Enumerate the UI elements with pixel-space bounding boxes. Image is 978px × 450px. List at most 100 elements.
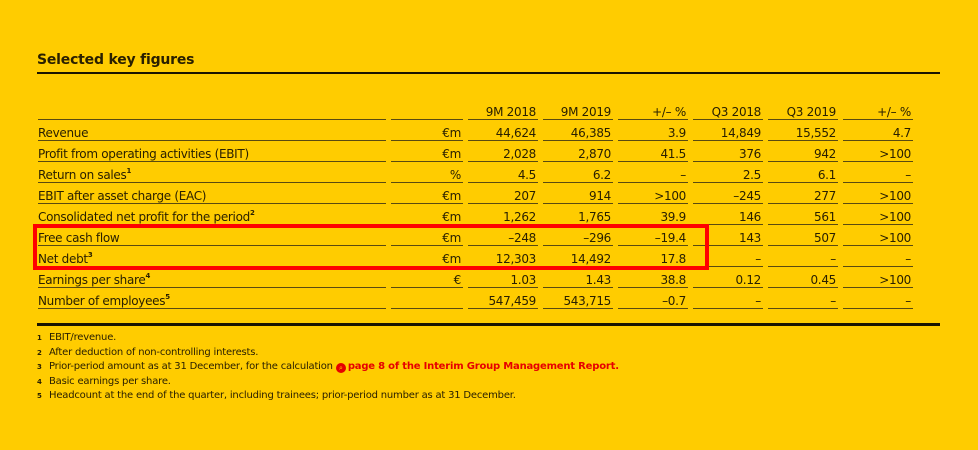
footnote-ref: 4 (145, 272, 151, 280)
highlight-box (33, 224, 709, 270)
column-header: +/– % (843, 101, 913, 120)
value-cell: 15,552 (768, 120, 838, 141)
value-cell: 277 (768, 183, 838, 204)
row-label-text: Profit from operating activities (EBIT) (38, 147, 249, 161)
value-cell: – (768, 246, 838, 267)
footnotes: 1 EBIT/revenue. 2 After deduction of non-c… (37, 331, 619, 404)
footnote-number: 3 (37, 363, 42, 372)
value-cell: 914 (543, 183, 613, 204)
footnote-text: Prior-period amount as at 31 December, f… (49, 361, 336, 373)
value-cell: 942 (768, 141, 838, 162)
row-label: Profit from operating activities (EBIT) (38, 141, 386, 162)
value-cell: >100 (843, 225, 913, 246)
unit-cell: €m (391, 141, 463, 162)
table-row: EBIT after asset charge (EAC) €m 207 914 >10… (38, 183, 913, 204)
row-label-text: Net debt (38, 252, 88, 266)
column-header (391, 101, 463, 120)
value-cell: 1,262 (468, 204, 538, 225)
value-cell: – (843, 246, 913, 267)
footnote-number: 2 (37, 348, 42, 357)
value-cell: – (693, 246, 763, 267)
unit-cell: €m (391, 204, 463, 225)
value-cell: 543,715 (543, 288, 613, 309)
column-header: +/– % (618, 101, 688, 120)
search-link-icon[interactable]: ⌕ (335, 363, 346, 374)
table-row: Consolidated net profit for the period2 €… (38, 204, 913, 225)
value-cell: –296 (543, 225, 613, 246)
title-rule (37, 72, 940, 74)
footnote-text: After deduction of non-controlling inter… (49, 346, 259, 358)
row-label-text: Return on sales (38, 168, 127, 182)
unit-cell: €m (391, 120, 463, 141)
value-cell: 1,765 (543, 204, 613, 225)
row-label-text: Earnings per share (38, 273, 146, 287)
value-cell: 4.7 (843, 120, 913, 141)
row-label-text: Consolidated net profit for the period (38, 210, 250, 224)
table-header: 9M 2018 9M 2019 +/– % Q3 2018 Q3 2019 +/… (38, 101, 913, 120)
value-cell: – (693, 288, 763, 309)
page-title: Selected key figures (37, 52, 195, 68)
value-cell: 207 (468, 183, 538, 204)
footnote: 3 Prior-period amount as at 31 December, … (37, 360, 619, 375)
row-label: Return on sales1 (38, 162, 386, 183)
column-header: Q3 2018 (693, 101, 763, 120)
table-bottom-rule (37, 323, 940, 326)
value-cell: –248 (468, 225, 538, 246)
column-header: 9M 2019 (543, 101, 613, 120)
footnote: 5 Headcount at the end of the quarter, in… (37, 389, 619, 404)
value-cell: 143 (693, 225, 763, 246)
footnote-ref: 3 (87, 251, 93, 259)
table-row: Return on sales1% 4.5 6.2–2.5 6.1– (38, 162, 913, 183)
footnote-number: 4 (37, 377, 42, 386)
row-label: Earnings per share4 (38, 267, 386, 288)
table-row: Earnings per share4 €1.03 1.43 38.8 0.12 0.45… (38, 267, 913, 288)
row-label-text: Revenue (38, 126, 89, 140)
value-cell: 6.2 (543, 162, 613, 183)
value-cell: >100 (843, 141, 913, 162)
value-cell: 146 (693, 204, 763, 225)
value-cell: 41.5 (618, 141, 688, 162)
row-label: Consolidated net profit for the period2 (38, 204, 386, 225)
value-cell: 561 (768, 204, 838, 225)
table-row: Number of employees5 547,459 543,715 –0.7– –… (38, 288, 913, 309)
footnote-text: Headcount at the end of the quarter, inc… (49, 390, 516, 402)
value-cell: – (843, 288, 913, 309)
value-cell: 4.5 (468, 162, 538, 183)
table-row: Free cash flow €m –248 –296 –19.4 143 507 >100 (38, 225, 913, 246)
table-row: Revenue €m 44,624 46,385 3.9 14,849 15,552 4.7 (38, 120, 913, 141)
value-cell: 39.9 (618, 204, 688, 225)
row-label: Number of employees5 (38, 288, 386, 309)
value-cell: 14,849 (693, 120, 763, 141)
unit-cell (391, 288, 463, 309)
footnote-number: 5 (37, 392, 42, 401)
row-label: Revenue (38, 120, 386, 141)
value-cell: >100 (843, 267, 913, 288)
value-cell: – (618, 162, 688, 183)
row-label-text: Number of employees (38, 294, 166, 308)
footnote-text: Basic earnings per share. (49, 375, 171, 387)
value-cell: 376 (693, 141, 763, 162)
row-label: Free cash flow (38, 225, 386, 246)
column-header: 9M 2018 (468, 101, 538, 120)
footnote-number: 1 (37, 334, 42, 342)
value-cell: 0.12 (693, 267, 763, 288)
column-header (38, 101, 386, 120)
value-cell: 2.5 (693, 162, 763, 183)
value-cell: 1.43 (543, 267, 613, 288)
row-label: EBIT after asset charge (EAC) (38, 183, 386, 204)
table-row: Profit from operating activities (EBIT) €… (38, 141, 913, 162)
value-cell: –245 (693, 183, 763, 204)
value-cell: – (768, 288, 838, 309)
row-label-text: Free cash flow (38, 231, 120, 245)
report-page-link[interactable]: page 8 of the Interim Group Management R… (347, 361, 619, 373)
value-cell: – (843, 162, 913, 183)
value-cell: >100 (843, 204, 913, 225)
row-label-text: EBIT after asset charge (EAC) (38, 189, 207, 203)
footnote-text: EBIT/revenue. (49, 332, 117, 343)
value-cell: 2,028 (468, 141, 538, 162)
value-cell: –0.7 (618, 288, 688, 309)
value-cell: 44,624 (468, 120, 538, 141)
column-header: Q3 2019 (768, 101, 838, 120)
unit-cell: €m (391, 225, 463, 246)
footnote: 4 Basic earnings per share. (37, 375, 619, 390)
